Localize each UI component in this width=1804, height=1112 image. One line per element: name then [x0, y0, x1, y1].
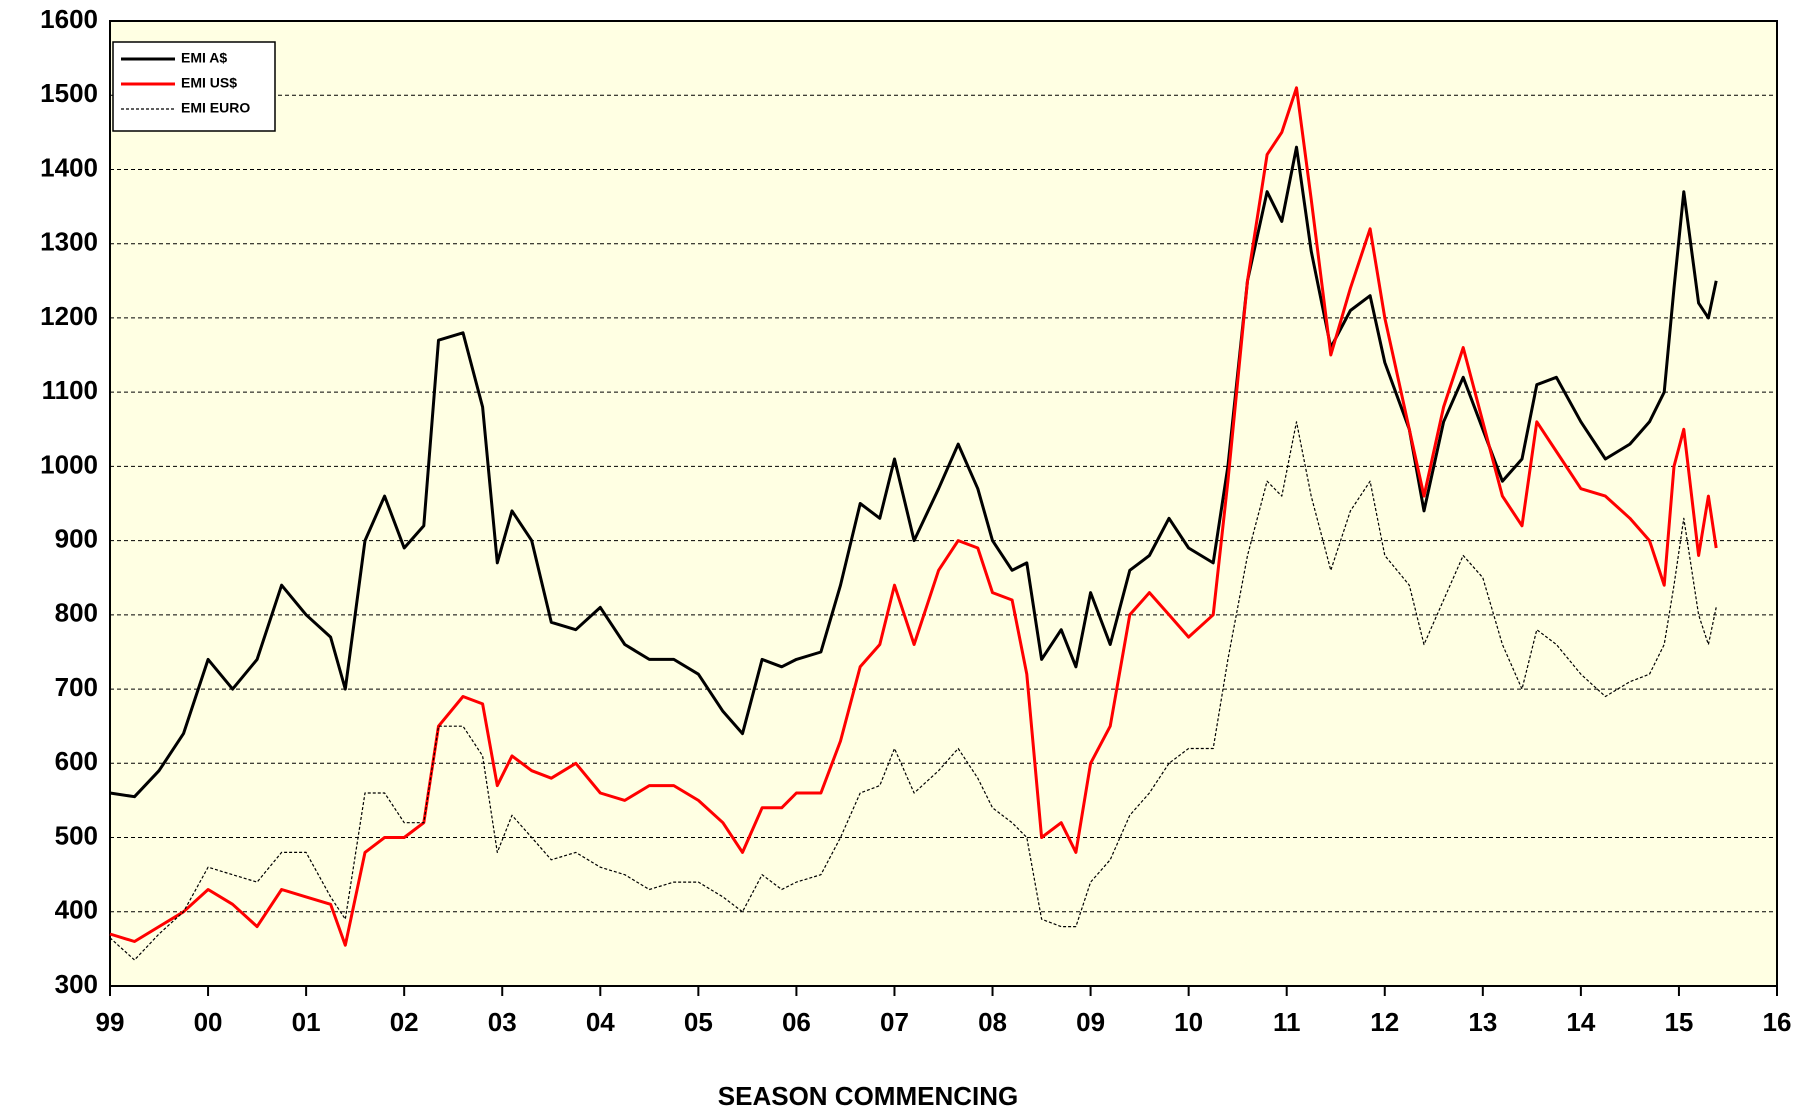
y-tick-label: 1600 — [40, 4, 98, 34]
plot-area — [110, 21, 1777, 986]
x-tick-label: 99 — [96, 1007, 125, 1037]
x-tick-label: 02 — [390, 1007, 419, 1037]
y-tick-label: 400 — [55, 895, 98, 925]
x-tick-label: 12 — [1370, 1007, 1399, 1037]
y-tick-label: 1200 — [40, 301, 98, 331]
y-tick-label: 600 — [55, 746, 98, 776]
x-tick-label: 15 — [1664, 1007, 1693, 1037]
series-line — [109, 86, 1718, 947]
x-tick-label: 14 — [1566, 1007, 1595, 1037]
x-tick-label: 06 — [782, 1007, 811, 1037]
y-tick-label: 800 — [55, 598, 98, 628]
y-tick-label: 900 — [55, 523, 98, 553]
y-tick-label: 700 — [55, 672, 98, 702]
x-tick-label: 05 — [684, 1007, 713, 1037]
x-tick-label: 07 — [880, 1007, 909, 1037]
x-tick-label: 09 — [1076, 1007, 1105, 1037]
x-tick-label: 00 — [194, 1007, 223, 1037]
plot-frame — [109, 20, 1778, 987]
y-tick-label: 1400 — [40, 152, 98, 182]
y-tick-label: 1100 — [42, 375, 98, 405]
y-tick-label: 1000 — [40, 449, 98, 479]
legend-box — [112, 41, 276, 132]
y-tick-label: 1500 — [40, 78, 98, 108]
y-tick-label: 500 — [55, 820, 98, 850]
legend: EMI A$ EMI US$ EMI EURO — [112, 41, 276, 132]
x-tick-label: 04 — [586, 1007, 615, 1037]
x-tick-label: 08 — [978, 1007, 1007, 1037]
x-tick-label: 10 — [1174, 1007, 1203, 1037]
legend-label: EMI EURO — [181, 100, 250, 116]
x-tick-label: 01 — [292, 1007, 321, 1037]
series-line — [109, 421, 1717, 961]
x-tick-label: 11 — [1273, 1007, 1301, 1037]
x-tick-label: 13 — [1468, 1007, 1497, 1037]
y-tick-label: 300 — [55, 969, 98, 999]
legend-label: EMI A$ — [181, 50, 227, 66]
x-tick-label: 16 — [1763, 1007, 1792, 1037]
x-tick-label: 03 — [488, 1007, 517, 1037]
y-tick-label: 1300 — [40, 227, 98, 257]
legend-label: EMI US$ — [181, 75, 237, 91]
x-axis-title: SEASON COMMENCING — [718, 1081, 1018, 1111]
